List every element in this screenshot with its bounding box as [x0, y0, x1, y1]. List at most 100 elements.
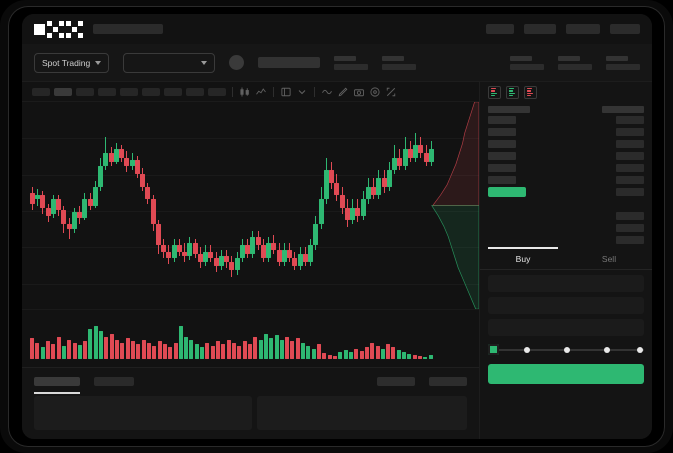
wave-icon[interactable]	[321, 86, 333, 98]
slider-step-25[interactable]	[524, 346, 530, 353]
last-price-placeholder	[258, 57, 321, 68]
tab-sell[interactable]: Sell	[601, 254, 617, 264]
orders-action-2[interactable]	[429, 376, 467, 386]
ask-amount	[616, 115, 644, 124]
nav-item-2[interactable]	[524, 24, 556, 34]
toolbar-divider	[232, 86, 233, 97]
orderbook-ask-row[interactable]	[488, 115, 644, 124]
orderbook-bid-row[interactable]	[488, 235, 644, 244]
amount-input[interactable]	[488, 297, 644, 314]
volume-bar	[295, 338, 300, 359]
tab-order-history[interactable]	[94, 376, 134, 386]
orders-action-1[interactable]	[377, 376, 415, 386]
volume-bar	[327, 355, 332, 359]
orderbook-ask-row[interactable]	[488, 151, 644, 160]
timeframe-button[interactable]	[208, 87, 226, 96]
volume-bar	[99, 330, 104, 359]
orderbook-ask-row[interactable]	[488, 139, 644, 148]
stat-value	[510, 63, 544, 70]
total-input[interactable]	[488, 319, 644, 336]
tab-buy[interactable]: Buy	[480, 247, 566, 269]
volume-bar	[423, 356, 428, 359]
fullscreen-icon[interactable]	[385, 86, 397, 98]
timeframe-button[interactable]	[142, 87, 160, 96]
okx-logo[interactable]	[34, 20, 83, 38]
volume-bar	[51, 344, 56, 359]
chevron-down-icon[interactable]	[296, 86, 308, 98]
slider-handle[interactable]	[488, 344, 499, 355]
top-navigation	[22, 14, 652, 44]
logo-x-icon	[66, 20, 83, 38]
stat-label	[558, 55, 580, 61]
volume-bar	[418, 356, 423, 359]
timeframe-button[interactable]	[186, 87, 204, 96]
volume-bar	[200, 347, 205, 359]
orders-tabbar	[22, 368, 479, 394]
volume-bar	[258, 339, 263, 359]
stat-item	[510, 55, 544, 70]
timeframe-button[interactable]	[98, 87, 116, 96]
orderbook-bid-row[interactable]	[488, 223, 644, 232]
indicators-icon[interactable]	[280, 86, 292, 98]
volume-bar	[146, 342, 151, 359]
timeframe-button-active[interactable]	[54, 87, 72, 96]
candlestick-icon[interactable]	[239, 86, 251, 98]
ask-amount	[616, 163, 644, 172]
volume-bar	[125, 338, 130, 359]
logo-k-icon	[47, 20, 64, 38]
settings-icon[interactable]	[369, 86, 381, 98]
orderbook-price-label	[488, 106, 530, 113]
orderbook-bids-icon[interactable]	[506, 85, 519, 99]
orderbook-bid-row[interactable]	[488, 211, 644, 220]
volume-bar	[61, 345, 66, 359]
orderbook-asks-icon[interactable]	[524, 85, 537, 99]
chart-column	[22, 82, 480, 439]
orderbook-ask-row[interactable]	[488, 163, 644, 172]
nav-search-placeholder[interactable]	[93, 24, 163, 34]
ask-price	[488, 115, 516, 124]
stat-item	[558, 55, 592, 70]
volume-bar	[210, 345, 215, 359]
slider-step-75[interactable]	[604, 346, 610, 353]
candlestick-chart[interactable]	[22, 102, 479, 309]
orderbook-ask-row[interactable]	[488, 127, 644, 136]
pair-selector[interactable]	[123, 52, 216, 73]
slider-step-100[interactable]	[637, 346, 643, 353]
orderbook-both-icon[interactable]	[488, 85, 501, 99]
volume-bar	[232, 342, 236, 359]
volume-bar	[237, 345, 242, 359]
volume-bar	[173, 342, 178, 359]
nav-item-3[interactable]	[566, 24, 600, 34]
submit-buy-button[interactable]	[488, 364, 644, 384]
volume-histogram	[22, 309, 479, 367]
orderbook-last-price-row	[488, 186, 644, 197]
volume-bar	[301, 342, 306, 359]
camera-icon[interactable]	[353, 86, 365, 98]
orderbook-bid-row[interactable]	[488, 199, 644, 208]
volume-bar	[247, 344, 252, 359]
market-type-selector[interactable]: Spot Trading	[34, 52, 110, 73]
timeframe-button[interactable]	[32, 87, 50, 96]
app-screen: Spot Trading	[22, 14, 652, 439]
volume-bar	[30, 338, 34, 359]
orders-panel-left	[34, 396, 252, 430]
volume-bar	[178, 326, 183, 359]
orders-panel-right	[257, 396, 467, 430]
volume-bar	[402, 351, 407, 359]
slider-step-50[interactable]	[564, 346, 570, 353]
orderbook-ask-row[interactable]	[488, 175, 644, 184]
nav-item-4[interactable]	[610, 24, 640, 34]
price-input[interactable]	[488, 275, 644, 292]
timeframe-button[interactable]	[120, 87, 138, 96]
pencil-icon[interactable]	[337, 86, 349, 98]
timeframe-button[interactable]	[164, 87, 182, 96]
timeframe-button[interactable]	[76, 87, 94, 96]
line-chart-icon[interactable]	[255, 86, 267, 98]
amount-percent-slider[interactable]	[488, 342, 644, 358]
nav-item-1[interactable]	[486, 24, 514, 34]
ask-amount	[616, 139, 644, 148]
volume-bar	[221, 344, 226, 359]
tab-open-orders[interactable]	[34, 376, 80, 394]
volume-bar	[72, 342, 77, 359]
